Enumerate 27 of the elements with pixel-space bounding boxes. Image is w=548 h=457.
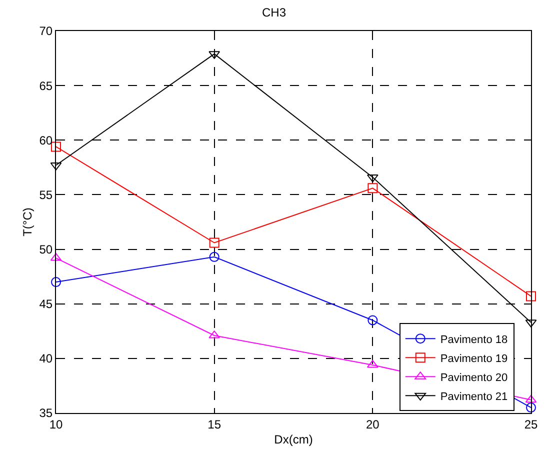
chart-title: CH3: [262, 5, 286, 20]
x-tick-label: 25: [524, 417, 538, 432]
point: [51, 142, 61, 152]
y-tick-label: 65: [39, 78, 53, 93]
x-axis-title: Dx(cm): [274, 432, 313, 446]
point: [526, 291, 536, 302]
legend-label: Pavimento 18: [440, 334, 508, 346]
y-tick-label: 60: [39, 133, 53, 148]
point: [366, 360, 378, 368]
y-tick-label: 45: [39, 297, 53, 312]
y-tick-label: 55: [39, 188, 53, 202]
point: [368, 315, 378, 326]
point: [209, 238, 220, 248]
y-axis-title: T(°C): [20, 208, 35, 236]
legend-label: Pavimento 20: [440, 372, 508, 384]
point: [209, 252, 220, 262]
y-tick-label: 40: [39, 352, 53, 366]
point: [51, 277, 61, 288]
x-tick-label: 15: [208, 417, 222, 432]
point: [525, 394, 537, 403]
x-tick-label: 20: [366, 417, 380, 432]
point: [368, 183, 378, 194]
point: [526, 402, 536, 413]
legend-label: Pavimento 21: [440, 390, 508, 403]
legend-label: Pavimento 19: [440, 352, 508, 365]
y-tick-label: 50: [39, 242, 53, 256]
y-tick-label: 70: [39, 24, 53, 38]
